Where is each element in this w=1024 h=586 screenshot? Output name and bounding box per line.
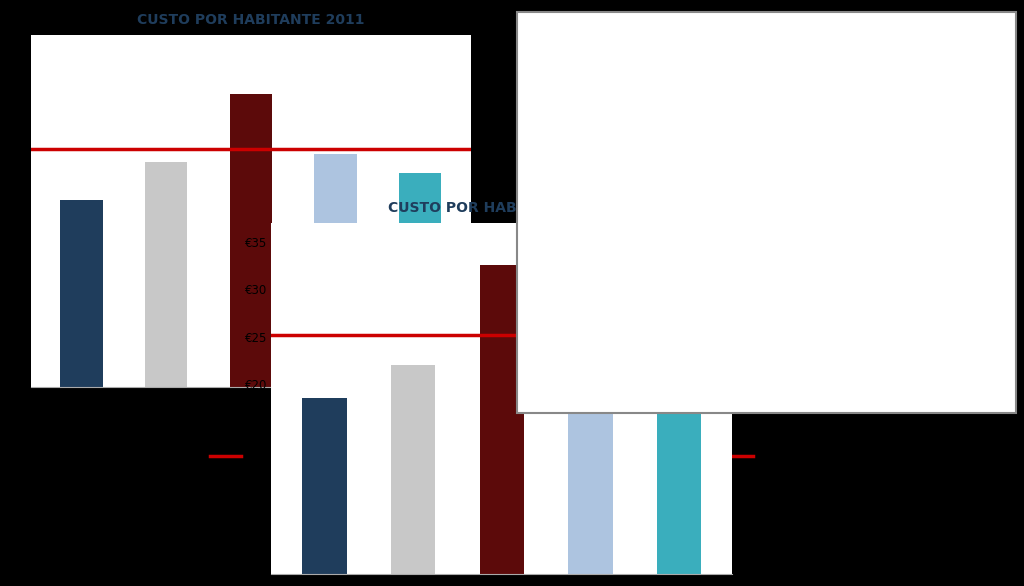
Bar: [479, 265, 524, 574]
Bar: [391, 365, 435, 574]
Bar: [568, 280, 612, 574]
Legend: MÉDIA: MÉDIA: [205, 446, 297, 469]
Title: CUSTO POR HABITANTE 2011: CUSTO POR HABITANTE 2011: [137, 13, 365, 27]
Bar: [829, 162, 873, 387]
Bar: [229, 94, 272, 387]
Bar: [302, 398, 347, 574]
Title: CUSTO POR HABITANTE 2012: CUSTO POR HABITANTE 2012: [649, 13, 877, 27]
Bar: [60, 200, 102, 387]
Bar: [399, 173, 441, 387]
Legend: MÉDIA: MÉDIA: [717, 446, 809, 469]
Bar: [740, 86, 785, 387]
Bar: [652, 186, 696, 387]
Bar: [145, 162, 187, 387]
Bar: [314, 154, 356, 387]
Title: CUSTO POR HABITANTE 2013: CUSTO POR HABITANTE 2013: [388, 200, 615, 214]
Bar: [563, 210, 608, 387]
Bar: [918, 185, 963, 387]
Bar: [656, 368, 701, 574]
